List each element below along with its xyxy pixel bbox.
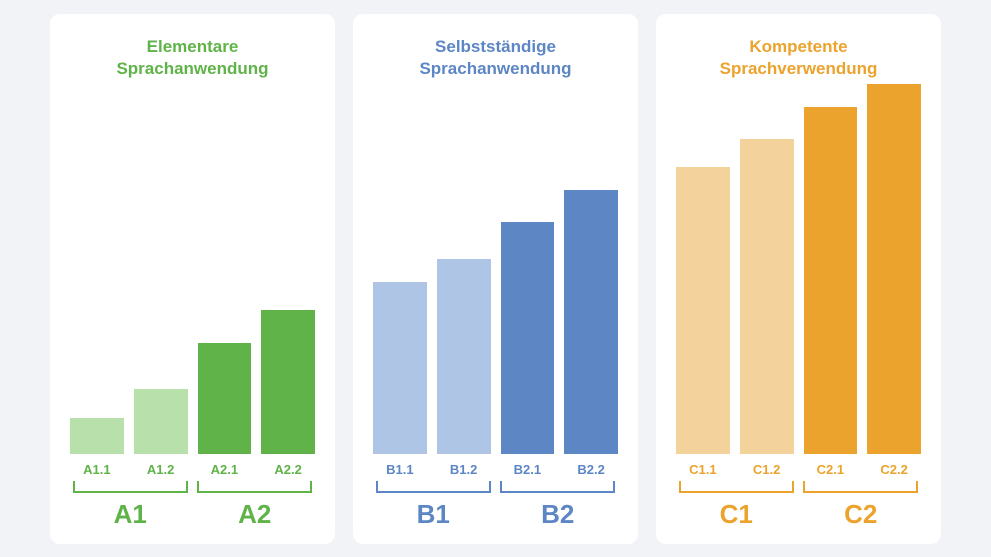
group-label: A1 xyxy=(114,499,147,530)
group-a2: A2 xyxy=(193,481,318,530)
bar-c2-1 xyxy=(804,107,858,454)
panel-c: Kompetente SprachverwendungC1.1C1.2C2.1C… xyxy=(656,14,941,544)
bar-label: A1.2 xyxy=(147,462,174,477)
panel-title-c: Kompetente Sprachverwendung xyxy=(674,36,923,80)
group-b1: B1 xyxy=(371,481,496,530)
bar-col: B2.2 xyxy=(564,190,618,477)
bar-label: C2.2 xyxy=(880,462,907,477)
bar-col: B2.1 xyxy=(501,222,555,476)
bar-label: B2.1 xyxy=(514,462,541,477)
bracket-icon xyxy=(803,481,918,493)
group-label: B2 xyxy=(541,499,574,530)
bar-c1-1 xyxy=(676,167,730,454)
bracket-icon xyxy=(197,481,312,493)
panel-title-b: Selbstständige Sprachanwendung xyxy=(371,36,620,80)
bar-b1-2 xyxy=(437,259,491,453)
bar-col: B1.2 xyxy=(437,259,491,476)
group-row-b: B1 B2 xyxy=(371,481,620,530)
bar-col: B1.1 xyxy=(373,282,427,476)
bar-col: C2.2 xyxy=(867,84,921,477)
panel-a: Elementare Sprachanwendung A1.1 A1.2 A2.1 A2… xyxy=(50,14,335,544)
bar-col: C1.1 xyxy=(676,167,730,477)
bar-b2-2 xyxy=(564,190,618,454)
bar-label: C2.1 xyxy=(817,462,844,477)
chart-area-a: A1.1 A1.2 A2.1 A2.2 xyxy=(68,84,317,477)
group-c2: C2 xyxy=(799,481,924,530)
panel-title-a: Elementare Sprachanwendung xyxy=(68,36,317,80)
bar-a2-1 xyxy=(198,343,252,454)
chart-area-b: B1.1 B1.2 B2.1 B2.2 xyxy=(371,84,620,477)
bar-label: B1.2 xyxy=(450,462,477,477)
bracket-icon xyxy=(500,481,615,493)
bracket-icon xyxy=(73,481,188,493)
group-a1: A1 xyxy=(68,481,193,530)
bar-label: B2.2 xyxy=(577,462,604,477)
bar-c2-2 xyxy=(867,84,921,454)
bracket-icon xyxy=(376,481,491,493)
bar-a2-2 xyxy=(261,310,315,453)
bar-label: C1.2 xyxy=(753,462,780,477)
bar-col: A2.2 xyxy=(261,310,315,476)
group-label: A2 xyxy=(238,499,271,530)
group-c1: C1 xyxy=(674,481,799,530)
bar-label: A1.1 xyxy=(83,462,110,477)
chart-area-c: C1.1 C1.2 C2.1 C2.2 xyxy=(674,84,923,477)
bracket-icon xyxy=(679,481,794,493)
bar-col: A1.1 xyxy=(70,418,124,476)
bar-col: C1.2 xyxy=(740,139,794,477)
bar-label: A2.1 xyxy=(211,462,238,477)
bar-c1-2 xyxy=(740,139,794,454)
bar-a1-2 xyxy=(134,389,188,454)
bar-col: A1.2 xyxy=(134,389,188,477)
bar-label: B1.1 xyxy=(386,462,413,477)
bar-label: C1.1 xyxy=(689,462,716,477)
group-label: C1 xyxy=(720,499,753,530)
group-row-a: A1 A2 xyxy=(68,481,317,530)
bar-col: A2.1 xyxy=(198,343,252,477)
panel-b: Selbstständige Sprachanwendung B1.1 B1.2 B2… xyxy=(353,14,638,544)
bar-label: A2.2 xyxy=(274,462,301,477)
group-label: C2 xyxy=(844,499,877,530)
bar-b1-1 xyxy=(373,282,427,453)
group-label: B1 xyxy=(417,499,450,530)
group-row-c: C1 C2 xyxy=(674,481,923,530)
group-b2: B2 xyxy=(496,481,621,530)
bar-col: C2.1 xyxy=(804,107,858,477)
bar-a1-1 xyxy=(70,418,124,453)
bar-b2-1 xyxy=(501,222,555,453)
